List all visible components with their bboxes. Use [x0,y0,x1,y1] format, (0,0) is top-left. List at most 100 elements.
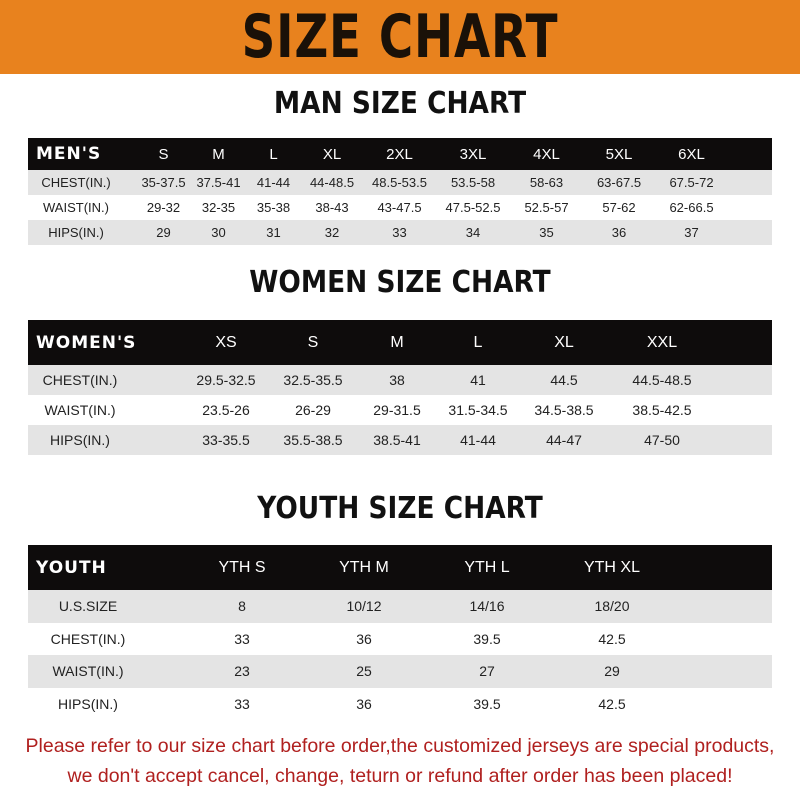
table-cell: 38 [389,372,405,388]
size-header: 3XL [459,145,487,163]
table-cell: 42.5 [598,630,626,647]
table-cell: 32.5-35.5 [283,372,343,388]
table-row: CHEST(IN.) 29.5-32.5 32.5-35.5 38 41 44.5 44.5… [28,365,772,395]
table-cell: 44.5 [550,372,578,388]
table-cell: 63-67.5 [596,175,642,190]
row-label: CHEST(IN.) [41,175,111,190]
table-cell: 33 [392,225,407,240]
table-cell: 8 [238,598,246,615]
size-header: S [307,333,319,351]
size-header: YTH M [339,558,389,576]
notice-line-2: we don't accept cancel, change, teturn o… [67,765,733,787]
table-row: WAIST(IN.) 23 25 27 29 [28,655,772,688]
table-cell: 39.5 [473,695,501,712]
table-cell: 41 [470,372,486,388]
header-label: YOUTH [36,557,107,578]
table-cell: 23 [234,663,250,680]
table-cell: 41-44 [256,175,291,190]
men-section-title: MAN SIZE CHART [273,86,527,121]
table-cell: 29-31.5 [373,402,421,418]
size-header: 4XL [533,145,560,163]
table-cell: 36 [356,695,372,712]
table-cell: 25 [356,663,372,680]
size-header: L [473,333,483,351]
notice-line-1: Please refer to our size chart before or… [25,735,775,757]
size-header: 6XL [678,145,705,163]
table-cell: 33 [234,695,250,712]
table-cell: 29.5-32.5 [196,372,256,388]
table-cell: 43-47.5 [377,200,422,215]
row-label: U.S.SIZE [58,598,118,615]
table-cell: 29 [156,225,171,240]
table-cell: 14/16 [469,598,505,615]
size-header: YTH L [464,558,510,576]
table-cell: 18/20 [594,598,630,615]
row-label: WAIST(IN.) [52,663,124,680]
table-cell: 34 [465,225,481,240]
table-row: WAIST(IN.) 23.5-26 26-29 29-31.5 31.5-34.5 34… [28,395,772,425]
table-cell: 67.5-72 [669,175,714,190]
table-cell: 35-37.5 [141,175,186,190]
size-header: YTH S [218,558,266,576]
women-section-title: WOMEN SIZE CHART [249,265,551,300]
table-cell: 26-29 [295,402,331,418]
table-cell: 38-43 [315,200,349,215]
row-label: CHEST(IN.) [50,630,126,647]
size-chart-banner: SIZE CHART [0,0,800,74]
table-cell: 44-47 [546,432,582,448]
table-header-row: YOUTH YTH S YTH M YTH L YTH XL [28,545,772,590]
table-cell: 35-38 [256,200,291,215]
table-cell: 44.5-48.5 [632,372,692,388]
men-size-table: MEN'S S M L XL 2XL 3XL 4XL 5XL 6XL CHEST(IN.) 35-37… [28,138,772,245]
table-cell: 32-35 [201,200,236,215]
table-cell: 38.5-41 [373,432,421,448]
row-label: HIPS(IN.) [48,225,104,240]
table-cell: 39.5 [473,630,501,647]
size-header: XS [215,333,237,351]
size-header: XXL [646,333,678,351]
table-cell: 34.5-38.5 [534,402,594,418]
size-header: XL [554,333,574,351]
table-row: CHEST(IN.) 35-37.5 37.5-41 41-44 44-48.5 48.5… [28,170,772,195]
size-header: S [158,145,169,163]
table-cell: 10/12 [346,598,382,615]
table-cell: 31 [266,225,281,240]
table-row: U.S.SIZE 8 10/12 14/16 18/20 [28,590,772,623]
size-header: XL [322,145,342,163]
size-header: M [212,145,225,163]
table-cell: 27 [479,663,495,680]
row-label: CHEST(IN.) [42,372,118,388]
row-label: HIPS(IN.) [58,695,118,712]
table-cell: 44-48.5 [309,175,355,190]
header-label: WOMEN'S [36,332,137,353]
row-label: WAIST(IN.) [43,200,109,215]
table-cell: 57-62 [602,200,636,215]
table-cell: 36 [611,225,627,240]
table-cell: 36 [356,630,372,647]
table-cell: 62-66.5 [669,200,714,215]
banner-title: SIZE CHART [241,2,559,72]
table-header-row: MEN'S S M L XL 2XL 3XL 4XL 5XL 6XL [28,138,772,170]
table-cell: 23.5-26 [202,402,250,418]
row-label: WAIST(IN.) [44,402,116,418]
youth-size-table: YOUTH YTH S YTH M YTH L YTH XL U.S.SIZE 8 10/12… [28,545,772,720]
women-size-table: WOMEN'S XS S M L XL XXL CHEST(IN.) 29.5-32.5 32.5… [28,320,772,455]
table-header-row: WOMEN'S XS S M L XL XXL [28,320,772,365]
row-label: HIPS(IN.) [50,432,110,448]
table-cell: 47.5-52.5 [445,200,501,215]
table-cell: 37.5-41 [196,175,241,190]
table-cell: 53.5-58 [450,175,496,190]
size-header: M [390,333,404,351]
table-cell: 38.5-42.5 [632,402,692,418]
table-row: HIPS(IN.) 33 36 39.5 42.5 [28,687,772,720]
table-cell: 32 [324,225,340,240]
youth-section-title: YOUTH SIZE CHART [257,491,543,526]
table-cell: 42.5 [598,695,626,712]
size-header: YTH XL [583,558,640,576]
table-cell: 31.5-34.5 [448,402,508,418]
table-row: HIPS(IN.) 29 30 31 32 33 34 35 36 37 [28,220,772,245]
table-cell: 29 [604,663,620,680]
size-header: 5XL [605,145,633,163]
table-cell: 35 [539,225,554,240]
table-cell: 30 [211,225,226,240]
